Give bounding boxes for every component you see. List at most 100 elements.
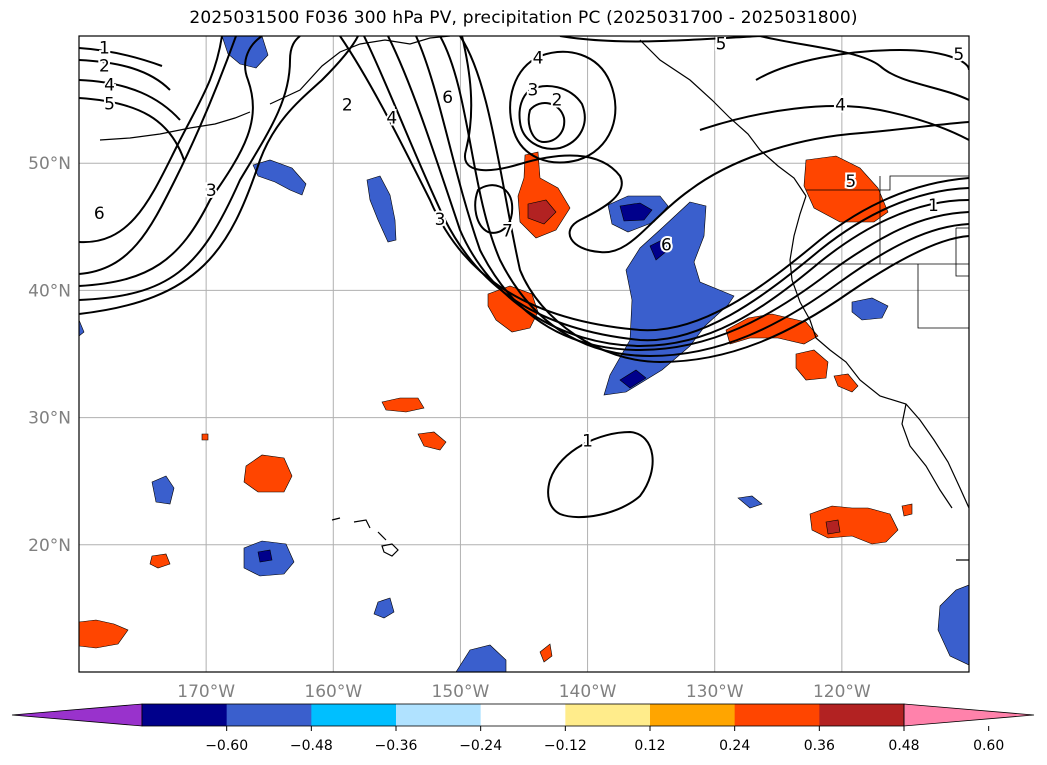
- contour-label: 6: [661, 236, 672, 256]
- neg-area-7: [619, 369, 647, 389]
- colorbar-min-extension: [11, 703, 143, 727]
- pos-area-13: [809, 505, 899, 545]
- bc-coast: [639, 39, 807, 197]
- neg-area-4: [619, 202, 653, 222]
- neg-area-9: [151, 475, 175, 505]
- pos-area-16: [539, 643, 553, 663]
- neg-area-1: [252, 159, 307, 196]
- pv-contour-14: [474, 184, 514, 234]
- pv-contour-19: [755, 48, 969, 81]
- colorbar-swatch: [565, 704, 651, 726]
- colorbar-tick-label: 0.12: [634, 738, 665, 754]
- pos-area-15: [901, 503, 913, 517]
- colorbar-swatch: [311, 704, 397, 726]
- neg-area-12: [373, 597, 395, 619]
- contour-label: 2: [99, 56, 110, 76]
- colorbar-tick-label: −0.12: [544, 738, 587, 754]
- contour-label: 3: [527, 80, 538, 100]
- pos-area-11: [149, 553, 171, 569]
- contour-label: 2: [552, 91, 563, 111]
- neg-area-13: [455, 644, 507, 672]
- colorbar-tick-label: 0.24: [719, 738, 750, 754]
- baja-coast: [901, 403, 953, 509]
- map-title: 2025031500 F036 300 hPa PV, precipitatio…: [189, 8, 858, 28]
- us-west-coast: [789, 195, 969, 509]
- contour-label: 3: [435, 210, 446, 230]
- lat-tick-label: 50°N: [28, 154, 71, 174]
- contour-label: 2: [342, 96, 353, 116]
- neg-area-11: [257, 549, 273, 563]
- pv-contour-6: [79, 47, 185, 161]
- coastlines: [99, 36, 969, 561]
- pos-area-12: [79, 619, 129, 649]
- contour-label: 4: [533, 49, 544, 69]
- lat-tick-label: 20°N: [28, 536, 71, 556]
- lat-tick-label: 40°N: [28, 281, 71, 301]
- contour-label: 4: [835, 96, 846, 116]
- lon-tick-label: 150°W: [432, 682, 490, 702]
- map-frame: [78, 35, 970, 673]
- lat-tick-label: 30°N: [28, 409, 71, 429]
- contour-label: 5: [953, 45, 964, 65]
- colorbar-swatch: [650, 704, 736, 726]
- contour-label: 6: [442, 88, 453, 108]
- pv-contour-17: [527, 102, 566, 144]
- us-state-borders: [790, 176, 969, 329]
- colorbar-tick-label: −0.24: [459, 738, 502, 754]
- lon-tick-label: 120°W: [813, 682, 871, 702]
- colorbar-swatch: [226, 704, 312, 726]
- pv-contours: [79, 36, 969, 519]
- colorbar-tick-label: −0.48: [290, 738, 333, 754]
- pv-contour-4: [79, 36, 301, 301]
- contour-label: 1: [582, 431, 593, 451]
- canada-border: [806, 175, 969, 191]
- colorbar-swatch: [142, 704, 228, 726]
- lon-tick-label: 130°W: [686, 682, 744, 702]
- lon-tick-label: 140°W: [559, 682, 617, 702]
- pos-area-14: [825, 519, 841, 535]
- pos-area-8: [381, 397, 425, 413]
- colorbar-tick-label: −0.36: [375, 738, 418, 754]
- neg-area-14: [737, 495, 763, 509]
- lon-tick-label: 160°W: [304, 682, 362, 702]
- colorbar-frame: [141, 703, 905, 727]
- pos-area-10: [243, 454, 293, 493]
- contour-label: 6: [94, 204, 105, 224]
- contour-label: 5: [845, 172, 856, 192]
- contour-label: 4: [104, 75, 115, 95]
- contour-label: 1: [928, 196, 939, 216]
- neg-area-2: [366, 175, 397, 243]
- pv-contour-7: [339, 36, 969, 332]
- pv-contour-12: [459, 36, 969, 364]
- hawaiian-islands: [331, 517, 399, 557]
- colorbar-swatch: [480, 704, 566, 726]
- pos-area-4: [803, 155, 889, 223]
- colorbar-tick-label: 0.48: [888, 738, 919, 754]
- contour-label: 5: [716, 35, 727, 55]
- pv-contour-3: [79, 36, 263, 287]
- pv-contour-20: [699, 105, 969, 141]
- pv-contour-10: [415, 36, 969, 352]
- pv-contour-11: [439, 36, 969, 358]
- pv-contour-5: [79, 36, 359, 315]
- colorbar-swatch: [734, 704, 820, 726]
- pv-contour-15: [509, 50, 617, 164]
- neg-area-8: [851, 297, 889, 321]
- pv-contour-21: [547, 430, 654, 519]
- pv-contour-1: [79, 36, 223, 244]
- pv-contour-2: [79, 36, 237, 275]
- colorbar-max-extension: [903, 703, 1035, 727]
- pos-area-2: [527, 199, 557, 225]
- alaska-coast: [99, 36, 451, 141]
- pv-contour-18: [559, 36, 969, 101]
- pv-contour-16: [518, 85, 586, 150]
- pos-area-7: [833, 373, 859, 393]
- contour-label: 5: [104, 94, 115, 114]
- neg-area-6: [649, 239, 669, 261]
- pos-area-9: [417, 431, 447, 451]
- lon-tick-label: 170°W: [177, 682, 235, 702]
- axis-tick-labels: 170°W 160°W 150°W 140°W 130°W 120°W 20°N 30°N 40…: [28, 154, 871, 702]
- pos-area-6: [795, 349, 829, 381]
